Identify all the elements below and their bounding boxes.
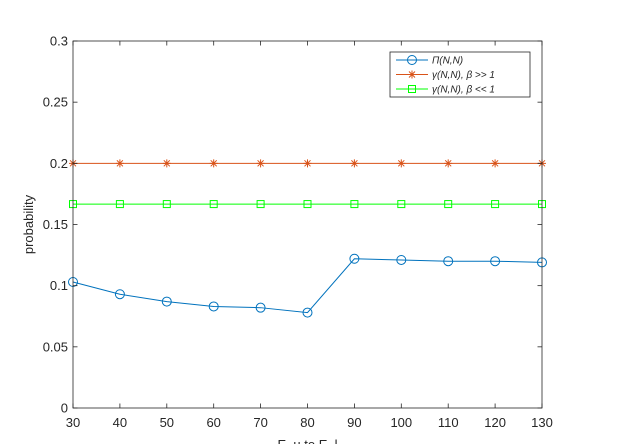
legend-label: Π(N,N) bbox=[432, 56, 463, 67]
series-2-point bbox=[444, 159, 453, 168]
series-2-point bbox=[115, 159, 124, 168]
series-1-point bbox=[443, 256, 454, 267]
series-1-line bbox=[72, 258, 543, 314]
legend-label: γ(N,N), β >> 1 bbox=[432, 70, 495, 81]
series-1-point bbox=[396, 254, 407, 265]
x-tick-label: 70 bbox=[253, 415, 267, 430]
y-axis-label: probability bbox=[21, 194, 36, 254]
x-tick-label: 50 bbox=[160, 415, 174, 430]
series-3-point bbox=[162, 200, 171, 209]
series-2-point bbox=[350, 159, 359, 168]
series-3-point bbox=[350, 200, 359, 209]
series-2-point bbox=[491, 159, 500, 168]
legend-label: γ(N,N), β << 1 bbox=[432, 85, 495, 96]
series-1-point bbox=[490, 256, 501, 267]
series-1-point bbox=[161, 296, 172, 307]
axis-layer: 30 40 50 60 70 80 90 100 110 120 130 0 0.05 0.1 0.15 0.… bbox=[43, 34, 553, 444]
x-tick-label: 30 bbox=[66, 415, 80, 430]
series-3-point bbox=[444, 200, 453, 209]
x-tick-label: 40 bbox=[113, 415, 127, 430]
y-tick-label: 0.1 bbox=[50, 278, 68, 293]
x-tick-label: 60 bbox=[206, 415, 220, 430]
x-tick-label: 90 bbox=[347, 415, 361, 430]
series-3-point bbox=[209, 200, 218, 209]
series-2-point bbox=[303, 159, 312, 168]
series-2 bbox=[69, 159, 546, 168]
y-tick-label: 0.15 bbox=[43, 217, 68, 232]
series-3-point bbox=[115, 200, 124, 209]
x-axis-label: E_u to E_l bbox=[278, 437, 338, 444]
x-tick-label: 80 bbox=[300, 415, 314, 430]
x-tick-label: 120 bbox=[484, 415, 506, 430]
x-tick-label: 100 bbox=[390, 415, 412, 430]
y-tick-label: 0 bbox=[61, 401, 68, 416]
series-1-point bbox=[114, 289, 125, 300]
legend-swatch-marker bbox=[407, 55, 417, 65]
series-3-point bbox=[491, 200, 500, 209]
y-tick-label: 0.2 bbox=[50, 156, 68, 171]
legend-swatch-marker bbox=[408, 85, 416, 93]
x-tick-label: 130 bbox=[531, 415, 553, 430]
series-1-point bbox=[302, 307, 313, 318]
legend: Π(N,N) γ(N,N), β >> 1 γ(N,N), β << 1 bbox=[389, 51, 531, 98]
y-tick-label: 0.3 bbox=[50, 34, 68, 49]
series-2-point bbox=[256, 159, 265, 168]
series-2-point bbox=[397, 159, 406, 168]
y-tick-label: 0.05 bbox=[43, 339, 68, 354]
series-2-point bbox=[162, 159, 171, 168]
series-1-point bbox=[208, 301, 219, 312]
y-tick-label: 0.25 bbox=[43, 95, 68, 110]
series-3-point bbox=[256, 200, 265, 209]
legend-swatch-marker bbox=[408, 70, 416, 79]
series-1-point bbox=[255, 302, 266, 313]
series-2-point bbox=[209, 159, 218, 168]
series-3-point bbox=[397, 200, 406, 209]
series-1-point bbox=[349, 253, 360, 264]
series-3-point bbox=[303, 200, 312, 209]
plot-area bbox=[73, 41, 542, 408]
x-tick-label: 110 bbox=[438, 415, 459, 430]
